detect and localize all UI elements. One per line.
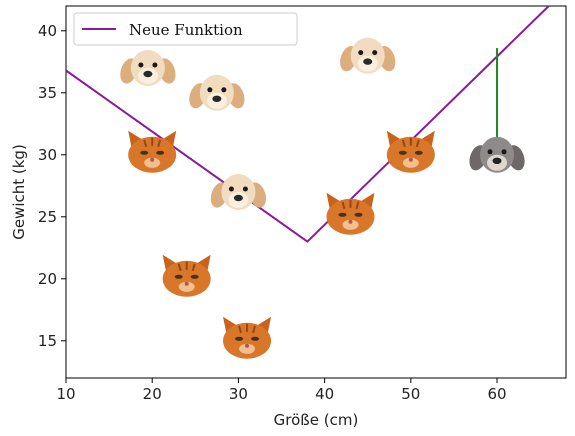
x-tick-label: 60 (487, 385, 506, 403)
gray-dog-icon (469, 136, 525, 173)
y-tick-label: 15 (38, 332, 57, 350)
y-tick-label: 40 (38, 22, 57, 40)
cat-icon (386, 130, 435, 173)
dog-icon (189, 74, 245, 111)
x-tick-label: 20 (143, 385, 162, 403)
cat-icon (128, 130, 177, 173)
legend-label: Neue Funktion (129, 21, 243, 39)
x-tick-label: 50 (401, 385, 420, 403)
cat-icon (162, 254, 211, 297)
dog-icon (340, 37, 396, 74)
x-tick-label: 30 (229, 385, 248, 403)
y-axis-label: Gewicht (kg) (10, 144, 28, 240)
y-tick-label: 25 (38, 208, 57, 226)
y-tick-label: 30 (38, 146, 57, 164)
x-tick-label: 40 (315, 385, 334, 403)
dog-icon (120, 50, 176, 86)
legend: Neue Funktion (73, 12, 298, 46)
y-tick-label: 35 (38, 84, 57, 102)
x-axis-label: Größe (cm) (274, 411, 359, 429)
cat-icon (326, 192, 375, 235)
series-line (66, 6, 550, 243)
dog-icon (210, 174, 267, 210)
x-tick-label: 10 (56, 385, 75, 403)
legend-box (73, 12, 298, 46)
cat-icon (223, 316, 272, 359)
y-tick-label: 20 (38, 270, 57, 288)
